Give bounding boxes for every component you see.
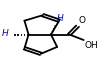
Text: H: H: [57, 14, 64, 23]
Text: OH: OH: [85, 41, 98, 50]
Text: O: O: [78, 16, 85, 25]
Text: H: H: [2, 29, 9, 38]
